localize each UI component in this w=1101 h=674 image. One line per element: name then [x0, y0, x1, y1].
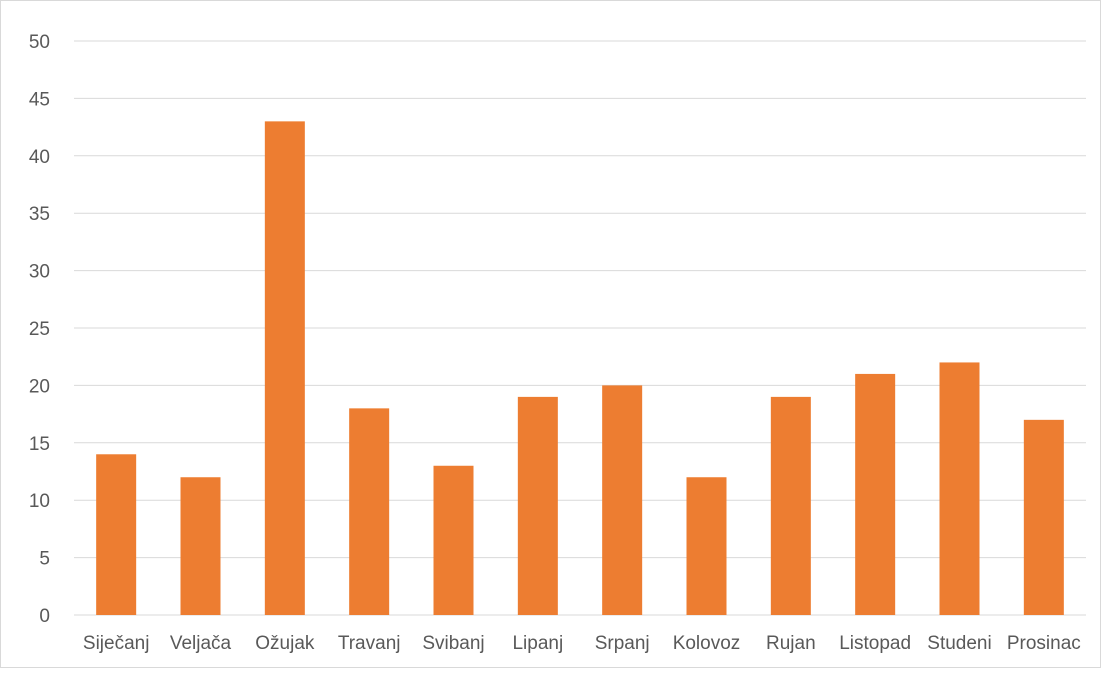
y-tick-label: 40 [29, 147, 50, 168]
bar [180, 477, 221, 615]
y-tick-label: 50 [29, 32, 50, 53]
bar [770, 396, 811, 615]
gridlines [74, 40, 1086, 616]
y-tick-label: 10 [29, 491, 50, 512]
y-tick-label: 45 [29, 89, 50, 110]
x-tick-label: Svibanj [422, 633, 484, 654]
y-tick-label: 30 [29, 262, 50, 283]
x-tick-label: Siječanj [83, 633, 150, 654]
bar [517, 396, 558, 615]
x-tick-label: Listopad [839, 633, 911, 654]
y-tick-label: 35 [29, 204, 50, 225]
x-tick-label: Ožujak [255, 633, 315, 654]
x-tick-label: Lipanj [512, 633, 563, 654]
x-tick-label: Studeni [927, 633, 991, 654]
x-tick-label: Veljača [170, 633, 232, 654]
y-tick-label: 15 [29, 434, 50, 455]
bar [602, 385, 643, 615]
bar [686, 477, 727, 615]
bar [349, 408, 390, 615]
bar [1023, 419, 1064, 615]
y-tick-label: 0 [39, 606, 50, 627]
y-tick-label: 25 [29, 319, 50, 340]
bars [96, 121, 1064, 616]
y-tick-label: 20 [29, 376, 50, 397]
y-tick-label: 5 [39, 549, 50, 570]
bar [433, 465, 474, 615]
bar [939, 362, 980, 615]
x-tick-label: Kolovoz [673, 633, 741, 654]
x-tick-label: Prosinac [1007, 633, 1081, 654]
x-tick-label: Rujan [766, 633, 816, 654]
bar [855, 373, 896, 615]
y-axis-ticks: 0 5 10 15 20 25 30 35 40 45 50 [29, 32, 50, 627]
x-tick-label: Travanj [338, 633, 401, 654]
bar [264, 121, 305, 616]
bar [96, 454, 137, 615]
x-tick-label: Srpanj [595, 633, 650, 654]
x-axis-ticks: Siječanj Veljača Ožujak Travanj Svibanj Lipan… [83, 633, 1081, 654]
